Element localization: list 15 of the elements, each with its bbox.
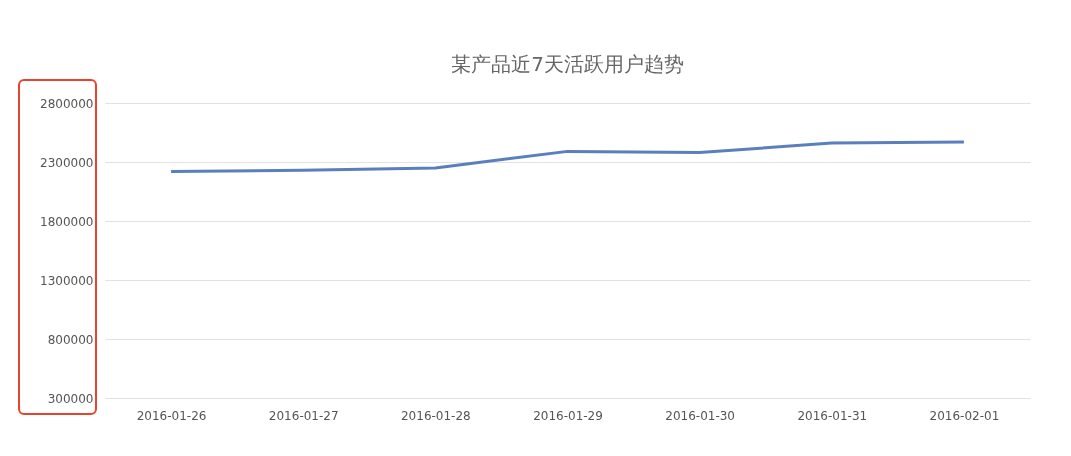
y-tick-label: 300000	[47, 391, 94, 406]
y-tick-label: 1300000	[40, 273, 94, 288]
chart-title: 某产品近7天活跃用户趋势	[451, 52, 684, 76]
x-tick-label: 2016-01-28	[400, 408, 471, 423]
line-series	[169, 140, 966, 173]
x-tick-label: 2016-01-29	[533, 408, 603, 423]
x-tick-label: 2016-02-01	[929, 408, 1000, 423]
x-tick-label: 2016-01-26	[136, 408, 207, 423]
y-tick-label: 2800000	[40, 96, 94, 111]
x-tick-label: 2016-01-30	[665, 408, 736, 423]
x-tick-label: 2016-01-31	[797, 408, 868, 423]
y-tick-label: 2300000	[40, 155, 94, 170]
y-tick-label: 1800000	[40, 214, 94, 229]
y-tick-label: 800000	[47, 332, 94, 347]
x-tick-label: 2016-01-27	[268, 408, 339, 423]
